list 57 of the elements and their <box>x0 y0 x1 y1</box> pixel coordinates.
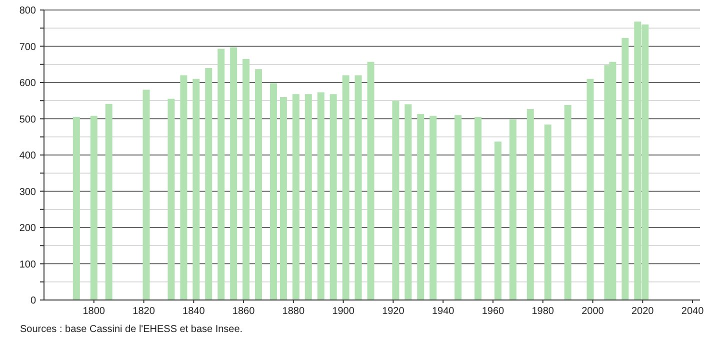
x-tick-label: 1980 <box>532 306 554 317</box>
x-tick-label: 1800 <box>82 306 106 317</box>
y-tick-label: 600 <box>19 78 36 89</box>
x-tick-label: 1860 <box>232 306 256 317</box>
bar <box>544 124 552 300</box>
bar <box>392 100 400 300</box>
bar <box>280 97 287 300</box>
bar <box>354 75 362 300</box>
bar <box>622 38 629 300</box>
bar <box>90 116 98 300</box>
x-tick-label: 1820 <box>132 306 156 317</box>
bar <box>509 119 516 300</box>
bar <box>474 116 482 300</box>
x-tick-label: 1900 <box>332 306 355 317</box>
bar <box>317 92 324 300</box>
bar <box>454 115 462 300</box>
bar <box>417 114 424 300</box>
bar <box>292 94 300 300</box>
y-tick-label: 500 <box>19 114 36 126</box>
bar <box>105 104 112 300</box>
bar <box>586 78 594 300</box>
y-tick-label: 200 <box>19 223 36 234</box>
x-tick-label: 1880 <box>282 306 305 317</box>
bar <box>192 78 200 300</box>
bar <box>230 47 238 300</box>
y-tick-label: 700 <box>19 42 36 53</box>
source-note: Sources : base Cassini de l'EHESS et base Insee. <box>20 324 243 335</box>
x-tick-label: 1920 <box>382 306 405 317</box>
bar <box>526 108 534 300</box>
bar <box>180 75 188 300</box>
bar <box>404 104 412 300</box>
bar <box>205 68 212 300</box>
x-tick-label: 2020 <box>632 306 654 317</box>
bar <box>342 75 350 300</box>
bar <box>367 62 374 300</box>
bar <box>270 83 277 300</box>
bar <box>168 98 175 300</box>
y-tick-label: 400 <box>19 150 36 162</box>
bar <box>304 94 312 300</box>
y-tick-label: 300 <box>19 186 36 198</box>
bar <box>494 142 502 300</box>
bar <box>242 58 250 300</box>
bar <box>72 116 80 300</box>
y-tick-label: 800 <box>19 6 36 16</box>
bar <box>330 94 337 300</box>
x-tick-label: 2040 <box>681 306 704 317</box>
x-tick-label: 1940 <box>432 306 455 317</box>
y-tick-label: 100 <box>19 259 36 270</box>
x-tick-label: 1960 <box>482 306 505 317</box>
x-tick-label: 1840 <box>182 306 206 317</box>
bar <box>255 69 262 300</box>
bar <box>218 48 225 300</box>
bar <box>564 104 572 300</box>
bar <box>430 116 437 300</box>
x-tick-label: 2000 <box>582 306 604 317</box>
bar <box>142 90 150 300</box>
y-tick-label: 0 <box>30 296 36 306</box>
